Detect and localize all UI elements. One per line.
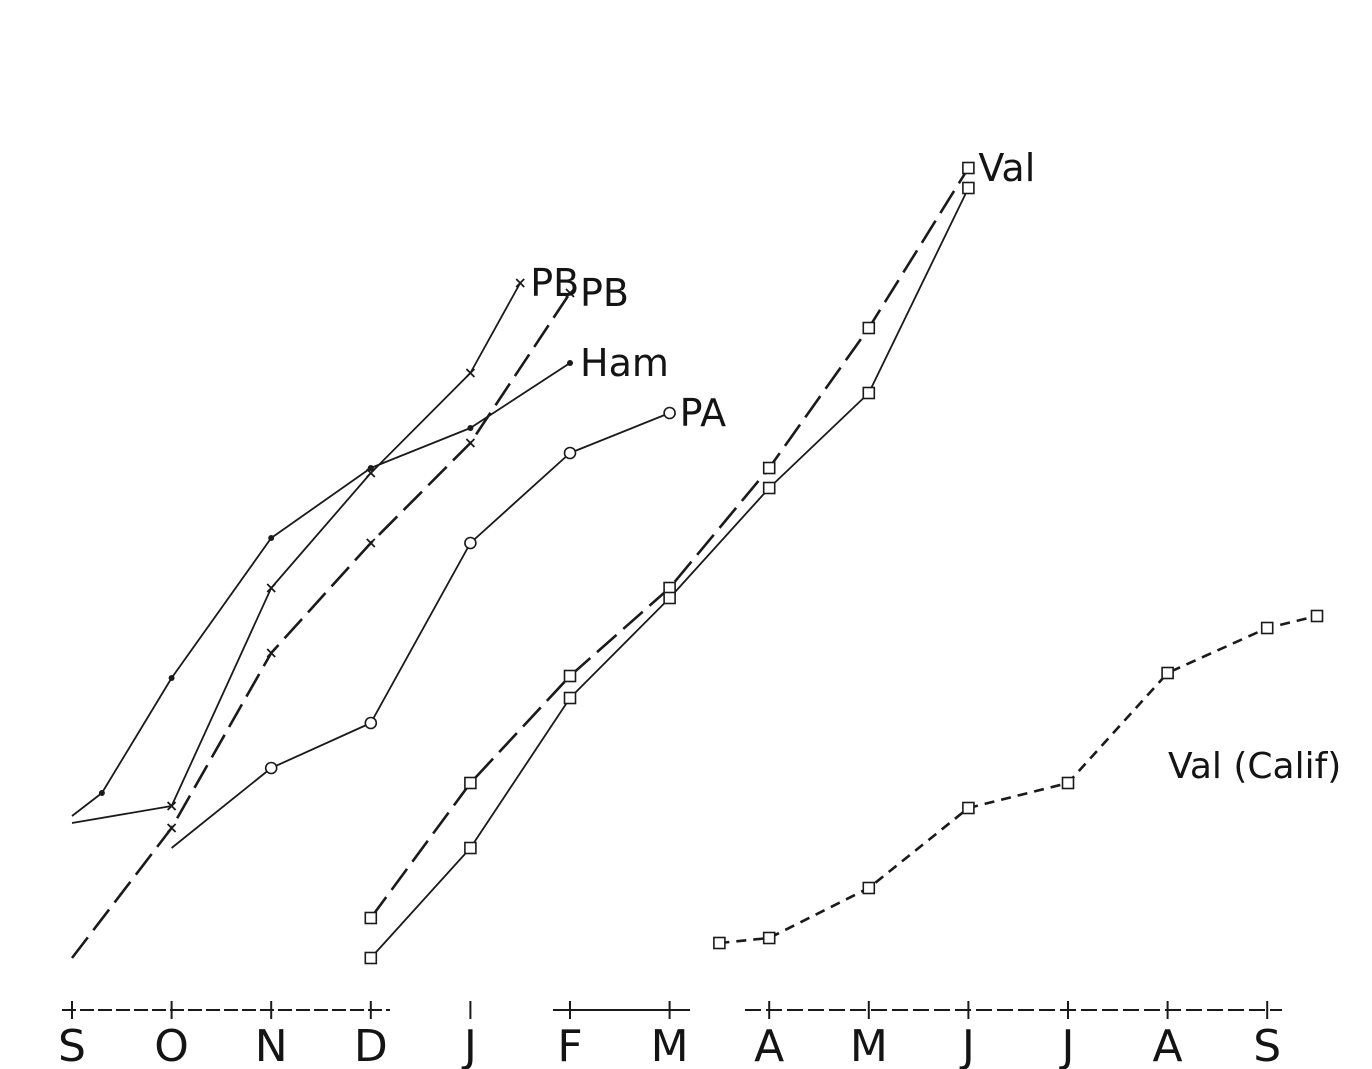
x-tick-label: O [154,1021,189,1069]
data-point [762,481,776,495]
x-tick-label: S [1253,1021,1281,1069]
x-tick-label: J [461,1021,477,1069]
data-point [166,823,177,833]
x-tick-label: N [255,1021,288,1069]
series-line [71,362,571,817]
x-tick-label: D [354,1021,388,1069]
x-tick-label: M [651,1021,689,1069]
x-tick-label: M [850,1021,888,1069]
data-point [1161,666,1174,680]
data-point [862,321,876,335]
series-line [719,614,1318,945]
data-point [1061,776,1075,790]
series-line [171,412,670,849]
data-point [266,583,276,593]
data-point [467,425,474,431]
data-point [1260,621,1274,635]
x-tick-label: S [58,1021,86,1069]
data-point [962,181,975,195]
data-point [366,468,376,478]
data-point [166,801,177,811]
data-point [364,911,378,925]
data-point [268,535,275,541]
series-line [70,292,572,959]
series-line [71,282,521,824]
data-markers [98,161,1324,965]
data-point [567,360,573,366]
x-tick-label: J [1059,1021,1075,1069]
data-point [465,438,476,448]
series-line [370,187,970,959]
data-point [563,691,577,705]
x-tick-label: A [754,1021,784,1069]
data-point [762,461,776,475]
data-point [762,931,776,945]
data-point [168,675,175,681]
series-line [369,167,970,919]
data-point [464,536,477,550]
data-point [364,716,378,730]
series-label: PB [580,271,629,315]
data-point [515,278,525,288]
data-point [98,790,105,796]
data-point [663,406,676,420]
data-point [565,288,575,298]
x-tick-label: F [557,1021,582,1069]
series-lines [70,167,1318,959]
series-label: Ham [580,341,669,385]
data-point [264,761,278,775]
data-point [464,776,477,790]
series-label: Val [978,146,1035,190]
data-point [366,538,376,548]
data-point [563,446,577,460]
data-point [266,648,276,658]
data-point [465,368,476,378]
series-label: PB [530,261,579,305]
data-point [464,841,477,855]
data-point [364,951,378,965]
data-point [367,465,374,471]
data-point [713,936,726,950]
series-label: Val (Calif) [1168,746,1341,787]
data-point [862,386,876,400]
data-point [962,161,975,175]
data-point [962,801,975,815]
data-point [1310,609,1324,623]
x-tick-label: A [1153,1021,1183,1069]
series-label: PA [680,391,726,435]
data-point [563,669,577,683]
data-point [663,591,676,605]
x-tick-label: J [959,1021,975,1069]
data-point [862,881,876,895]
